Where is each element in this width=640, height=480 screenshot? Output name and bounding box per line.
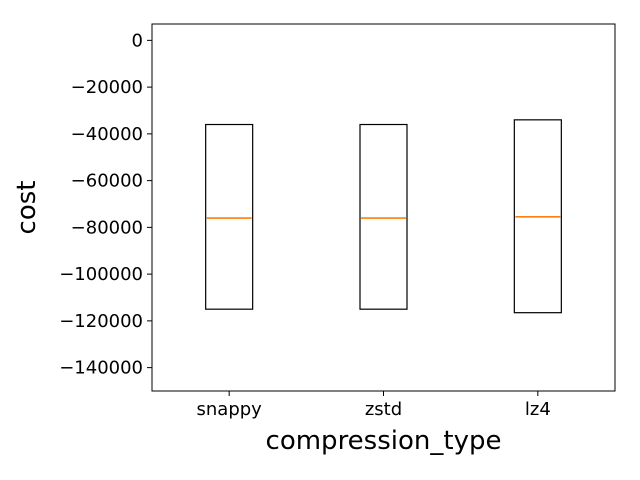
box-body-lz4 [513, 119, 562, 314]
y-tick-label: −140000 [59, 358, 143, 379]
y-tick-label: −120000 [59, 311, 143, 332]
y-tick-label: −100000 [59, 264, 143, 285]
y-tick-label: −20000 [71, 77, 143, 98]
x-axis-ticks: snappy zstd lz4 [197, 391, 551, 420]
y-tick-label: −80000 [71, 217, 143, 238]
y-tick-label: −60000 [71, 171, 143, 192]
x-axis-label: compression_type [266, 426, 502, 456]
x-tick-label-lz4: lz4 [525, 399, 551, 420]
y-axis-ticks: 0 −20000 −40000 −60000 −80000 −100000 −120000 −… [59, 30, 152, 379]
box-snappy [205, 123, 254, 310]
y-tick-label: −40000 [71, 124, 143, 145]
box-lz4 [513, 119, 562, 314]
box-body-snappy [205, 123, 254, 310]
boxes-layer [205, 119, 562, 314]
x-tick-label-snappy: snappy [197, 399, 263, 420]
x-tick-label-zstd: zstd [365, 399, 402, 420]
box-body-zstd [359, 123, 408, 310]
y-tick-label: 0 [132, 30, 143, 51]
box-zstd [359, 123, 408, 310]
y-axis-label: cost [12, 181, 42, 235]
